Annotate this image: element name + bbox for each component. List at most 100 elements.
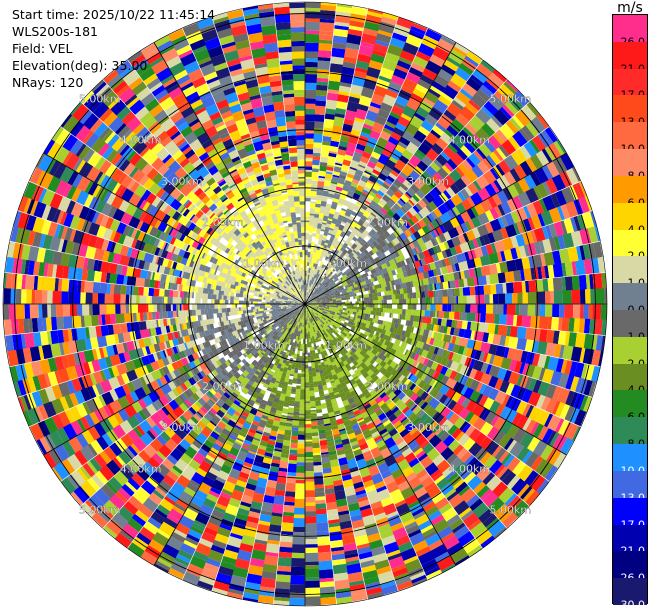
velocity-gate (365, 272, 369, 277)
velocity-gate (304, 439, 313, 442)
velocity-gate (337, 202, 344, 207)
velocity-gate (309, 299, 311, 302)
velocity-gate (513, 90, 530, 108)
velocity-gate (305, 304, 309, 305)
velocity-gate (519, 304, 528, 316)
velocity-gate (322, 282, 326, 286)
velocity-gate (404, 331, 411, 338)
velocity-gate (433, 297, 438, 305)
velocity-gate (399, 171, 409, 180)
velocity-gate (353, 304, 358, 307)
velocity-gate (379, 67, 395, 80)
velocity-gate (348, 259, 352, 264)
velocity-gate (414, 83, 429, 95)
velocity-gate (382, 127, 393, 135)
velocity-gate (313, 142, 323, 149)
velocity-gate (480, 245, 489, 257)
velocity-gate (504, 212, 515, 227)
velocity-gate (372, 168, 381, 176)
velocity-gate (553, 221, 565, 237)
velocity-gate (397, 318, 400, 324)
velocity-gate (495, 262, 502, 274)
velocity-gate (428, 200, 438, 211)
velocity-gate (302, 352, 305, 355)
velocity-gate (322, 222, 327, 225)
velocity-gate (365, 14, 382, 25)
velocity-gate (305, 232, 309, 237)
velocity-gate (525, 327, 536, 341)
velocity-gate (446, 318, 453, 328)
velocity-gate (349, 202, 356, 207)
velocity-gate (466, 258, 476, 270)
velocity-gate (335, 267, 340, 272)
velocity-gate (326, 292, 329, 295)
velocity-gate (434, 310, 438, 318)
velocity-gate (503, 249, 513, 262)
velocity-gate (422, 316, 427, 324)
velocity-gate (451, 335, 457, 345)
velocity-gate (318, 305, 325, 307)
velocity-gate (404, 243, 413, 252)
velocity-gate (383, 295, 389, 300)
velocity-gate (304, 441, 313, 444)
velocity-gate (273, 495, 285, 505)
velocity-gate (442, 84, 459, 100)
velocity-gate (551, 174, 567, 192)
velocity-gate (456, 320, 463, 329)
velocity-gate (347, 171, 356, 176)
velocity-gate (324, 206, 331, 212)
velocity-gate (348, 185, 357, 193)
velocity-gate (323, 118, 335, 129)
velocity-gate (458, 328, 465, 338)
velocity-gate (297, 350, 301, 355)
velocity-gate (380, 282, 387, 288)
velocity-gate (317, 181, 325, 187)
velocity-gate (356, 309, 359, 313)
velocity-gate (332, 198, 339, 203)
velocity-gate (314, 254, 319, 259)
velocity-gate (521, 104, 537, 122)
velocity-gate (373, 144, 385, 155)
velocity-gate (417, 43, 435, 58)
velocity-gate (360, 41, 375, 49)
velocity-gate (290, 575, 305, 585)
velocity-gate (527, 242, 537, 257)
velocity-gate (402, 105, 417, 119)
velocity-gate (307, 279, 309, 286)
velocity-gate (305, 166, 313, 170)
velocity-gate (436, 310, 439, 319)
velocity-gate (419, 328, 423, 336)
velocity-gate (342, 61, 357, 69)
velocity-gate (306, 284, 308, 287)
velocity-gate (306, 288, 309, 294)
velocity-gate (595, 334, 603, 352)
velocity-gate (323, 306, 326, 308)
velocity-gate (417, 334, 422, 342)
velocity-gate (315, 95, 328, 102)
velocity-gate (447, 257, 452, 266)
velocity-gate (342, 184, 351, 192)
velocity-gate (367, 237, 375, 245)
velocity-gate (384, 52, 401, 64)
velocity-gate (390, 206, 398, 215)
velocity-gate (358, 95, 372, 107)
velocity-gate (409, 292, 413, 299)
velocity-gate (372, 292, 378, 297)
velocity-gate (509, 325, 519, 338)
velocity-gate (425, 60, 442, 75)
velocity-gate (491, 115, 504, 129)
velocity-gate (533, 227, 546, 242)
velocity-gate (492, 193, 503, 207)
velocity-gate (319, 294, 325, 298)
velocity-gate (316, 307, 322, 310)
velocity-gate (306, 302, 311, 304)
velocity-gate (403, 231, 409, 238)
velocity-gate (345, 310, 348, 314)
velocity-gate (313, 304, 319, 306)
velocity-gate (365, 167, 374, 173)
velocity-gate (305, 108, 316, 115)
velocity-gate (366, 196, 373, 202)
velocity-gate (317, 296, 323, 299)
velocity-gate (600, 304, 607, 321)
velocity-gate (385, 281, 391, 287)
